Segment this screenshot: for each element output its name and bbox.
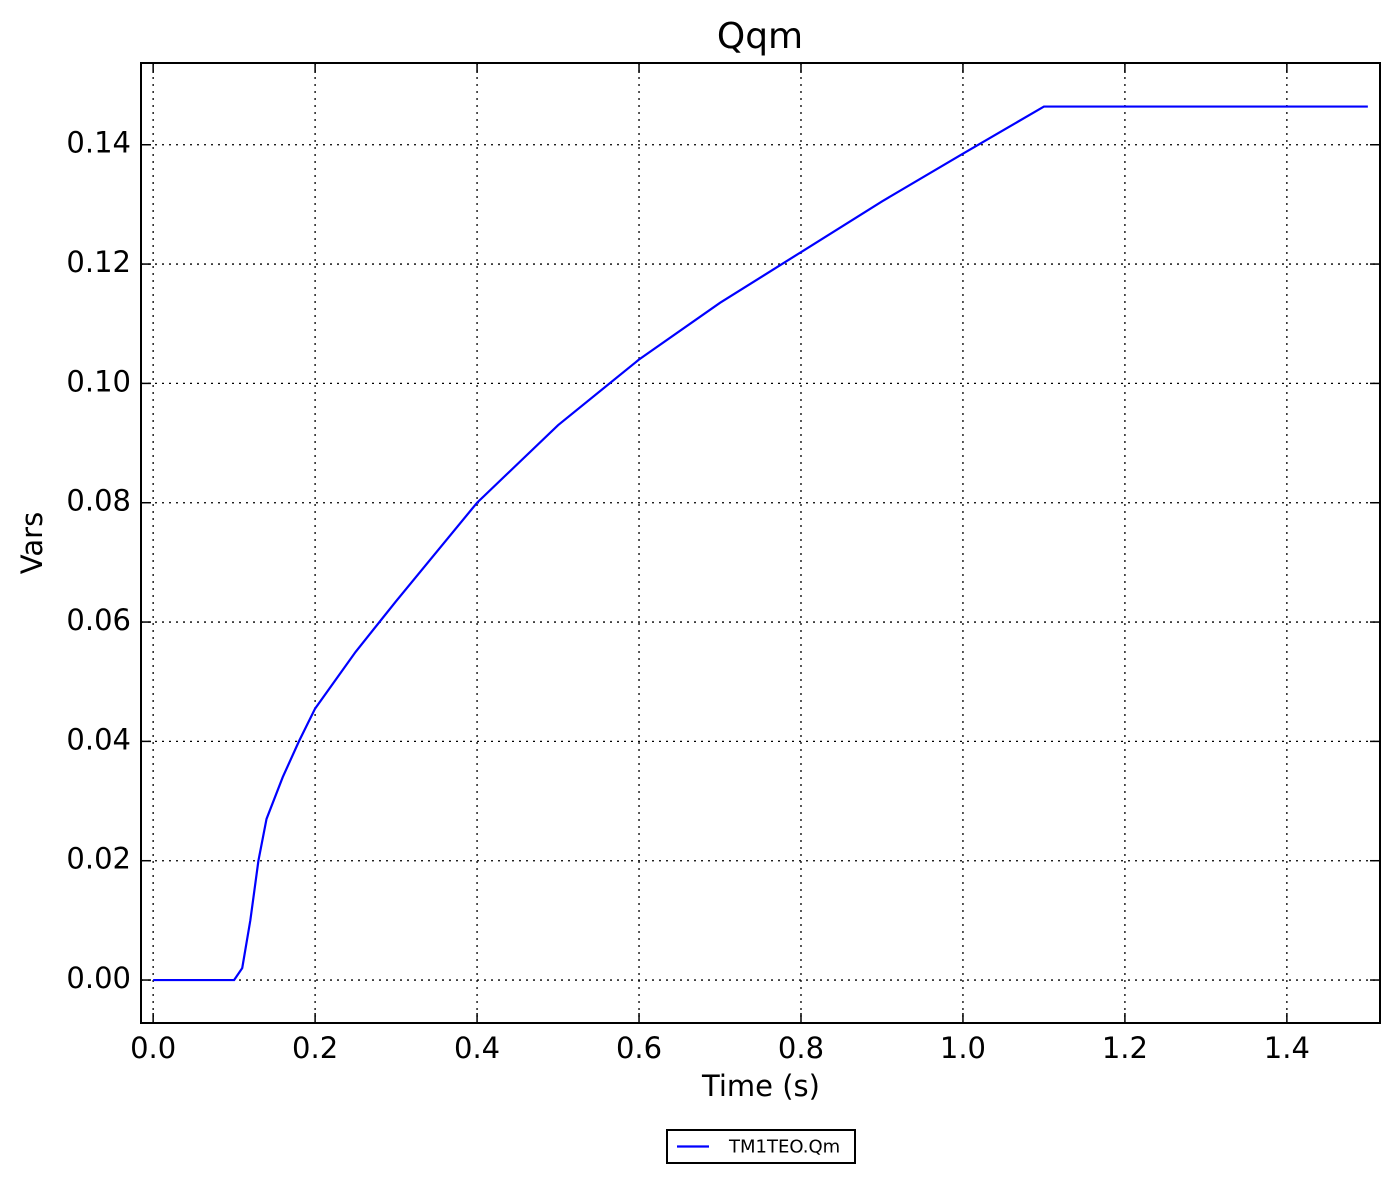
y-tick-label: 0.14 xyxy=(66,126,131,160)
line-series xyxy=(153,105,1368,982)
x-tick-label: 1.0 xyxy=(940,1031,986,1065)
legend-box xyxy=(666,1129,856,1164)
legend-label: TM1TEO.Qm xyxy=(728,1137,840,1158)
x-tick-label: 1.4 xyxy=(1264,1031,1310,1065)
x-tick-label: 0.8 xyxy=(778,1031,824,1065)
x-tick-label: 0.6 xyxy=(616,1031,662,1065)
y-tick-label: 0.12 xyxy=(66,245,131,279)
y-axis-label: Vars xyxy=(15,512,49,574)
x-tick-label: 0.4 xyxy=(454,1031,500,1065)
x-tick-label: 1.2 xyxy=(1102,1031,1148,1065)
x-tick-label: 0.0 xyxy=(130,1031,176,1065)
chart-title: Qqm xyxy=(717,16,803,57)
x-axis-label: Time (s) xyxy=(701,1069,820,1103)
x-tick-label: 0.2 xyxy=(292,1031,338,1065)
y-tick-label: 0.10 xyxy=(66,364,131,398)
y-tick-label: 0.02 xyxy=(66,842,131,876)
y-tick-label: 0.00 xyxy=(66,961,131,995)
plot-frame xyxy=(140,62,1381,1024)
y-tick-label: 0.04 xyxy=(66,722,131,756)
y-tick-label: 0.08 xyxy=(66,484,131,518)
y-tick-label: 0.06 xyxy=(66,603,131,637)
